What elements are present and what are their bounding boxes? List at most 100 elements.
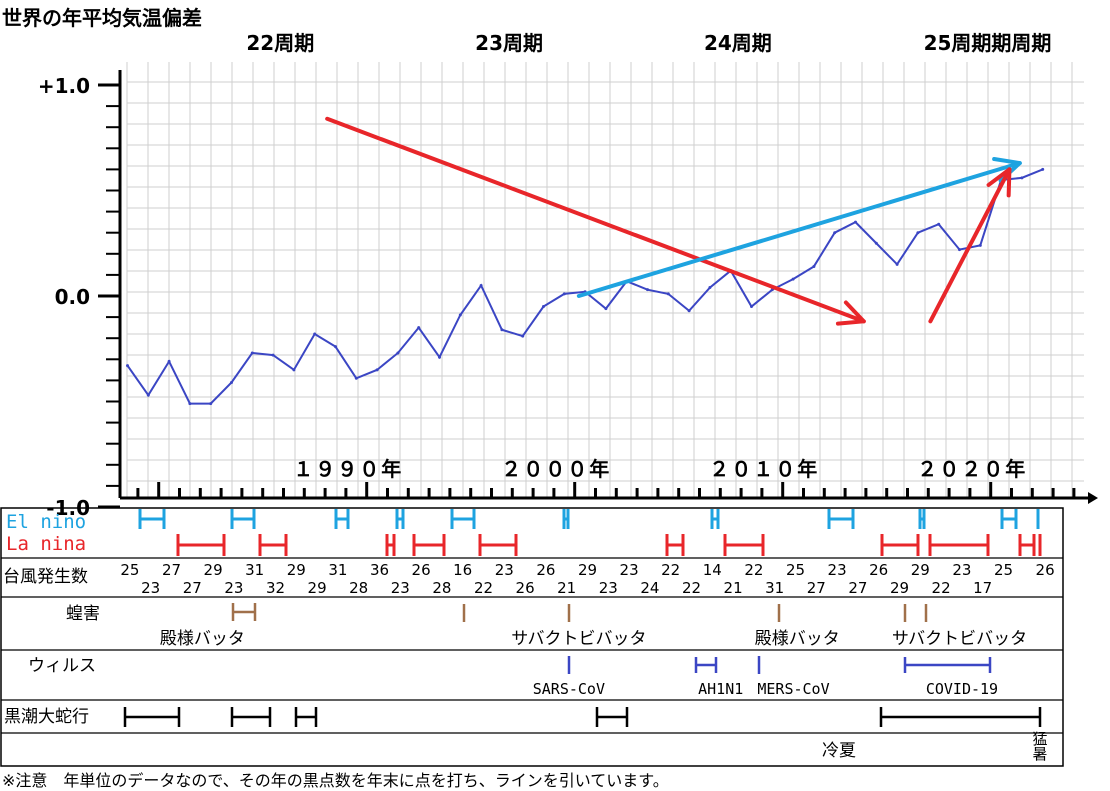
lanina-bracket [478,534,518,556]
typhoon-count-lower: 32 [266,579,285,597]
data-point [750,305,753,309]
elnino-bracket [562,509,570,529]
trend-arrow-head [986,167,1012,198]
data-point [708,286,712,290]
typhoon-count-lower: 22 [932,579,951,597]
typhoon-count-lower: 23 [599,579,618,597]
typhoon-count-upper: 29 [578,561,597,579]
typhoon-count-lower: 22 [474,579,493,597]
typhoon-count-lower: 28 [432,579,451,597]
data-point [230,381,233,385]
data-point [895,262,899,266]
lanina-bracket [723,534,765,556]
typhoon-count-lower: 24 [640,579,659,597]
cycle-label: 22周期 [246,31,314,55]
typhoon-count-upper: 26 [1036,561,1055,579]
data-point [375,368,379,372]
decade-label: ２０２０年 [917,457,1027,481]
data-point [562,292,566,296]
lanina-bracket [880,534,920,556]
data-point [292,368,296,372]
elnino-bracket [230,509,256,529]
typhoon-count-upper: 25 [786,561,805,579]
typhoon-count-lower: 28 [349,579,368,597]
decade-label: ２０１０年 [709,457,819,481]
cycle-label: 24周期 [704,31,772,55]
locust-event-label: 殿様バッタ [755,629,840,649]
virus-bracket [694,657,718,673]
data-point [521,334,525,338]
virus-event-label: AH1N1 [698,680,743,698]
data-point [833,231,837,235]
typhoon-count-upper: 25 [120,561,139,579]
trend-arrow-head [835,300,866,326]
data-point [188,402,192,406]
typhoon-count-upper: 29 [204,561,223,579]
typhoon-count-lower: 21 [724,579,743,597]
data-point [271,353,275,357]
locust-row-label: 蝗害 [66,604,100,624]
data-point [334,345,337,349]
typhoon-count-upper: 14 [703,561,722,579]
kuroshio-bracket [879,707,1042,727]
kuroshio-bracket [294,707,318,727]
typhoon-row-label: 台風発生数 [3,567,88,587]
footnote: ※注意 年単位のデータなので、その年の黒点数を年末に点を打ち、ラインを引いていま… [2,771,669,790]
cool-summer-label: 冷夏 [822,741,856,761]
typhoon-count-upper: 23 [952,561,971,579]
typhoon-count-upper: 31 [328,561,347,579]
elnino-row-label: El nino [6,511,86,533]
decade-label: ２０００年 [501,457,611,481]
elnino-bracket [138,509,166,529]
data-point [937,222,941,226]
trend-arrow-shaft [325,116,866,324]
elnino-bracket [395,509,405,529]
data-point [791,277,795,281]
data-point [916,231,920,235]
data-point [542,305,545,309]
data-point [209,402,213,406]
typhoon-count-upper: 16 [453,561,472,579]
data-point [354,376,358,380]
elnino-bracket [827,509,855,529]
typhoon-count-upper: 23 [495,561,514,579]
virus-event-label: SARS-CoV [533,680,605,698]
typhoon-count-upper: 22 [744,561,763,579]
typhoon-count-upper: 27 [162,561,181,579]
hot-summer-label: 猛暑 [1032,730,1047,763]
virus-event-label: MERS-CoV [757,680,829,698]
typhoon-count-lower: 29 [308,579,327,597]
data-point [604,307,608,311]
data-point [396,351,400,355]
typhoon-count-lower: 27 [848,579,867,597]
data-point [1041,167,1045,171]
trend-arrow-shaft [928,167,1012,324]
elnino-bracket [918,509,926,529]
kuroshio-bracket [595,707,629,727]
typhoon-count-upper: 31 [245,561,264,579]
chart-title: 世界の年平均気温偏差 [2,6,202,30]
virus-row-label: ウィルス [28,656,96,676]
axes [98,70,1098,509]
lanina-bracket [385,534,396,556]
typhoon-count-upper: 25 [994,561,1013,579]
y-tick-label: 0.0 [55,285,90,309]
trend-arrow-shaft [576,161,1022,298]
data-point [250,351,254,355]
event-table: El nino La nina 台風発生数 蝗害 ウィルス 黒潮大蛇行 冷夏 猛… [0,507,1064,767]
locust-event-label: 殿様バッタ [160,629,245,649]
lanina-bracket [412,534,446,556]
data-point [167,359,171,363]
typhoon-count-upper: 22 [661,561,680,579]
data-point [479,283,483,287]
trend-arrows [325,116,1022,326]
data-point [812,264,816,268]
virus-event-label: COVID-19 [926,680,998,698]
data-point [666,292,670,296]
typhoon-count-upper: 36 [370,561,389,579]
data-point [146,393,150,397]
locust-event-label: サバクトビバッタ [511,629,646,649]
typhoon-count-lower: 29 [890,579,909,597]
